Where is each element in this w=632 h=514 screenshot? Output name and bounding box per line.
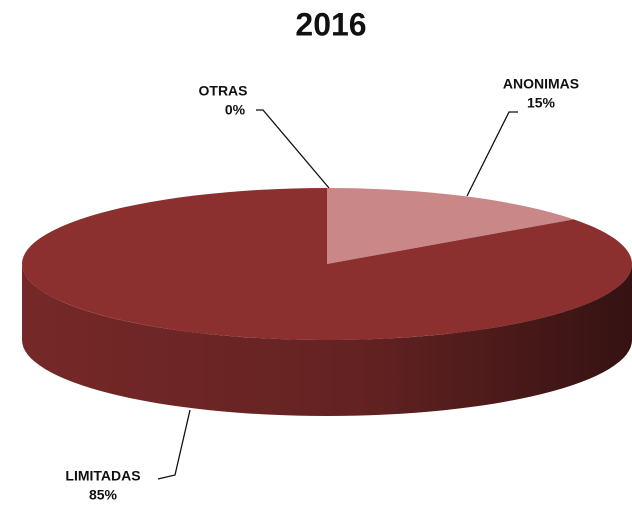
leader-line (256, 109, 330, 189)
pie-slice (22, 188, 632, 340)
category-label: LIMITADAS (65, 468, 140, 484)
category-label: OTRAS (199, 83, 248, 99)
chart-title: 2016 (295, 6, 366, 42)
leader-line (157, 409, 191, 480)
leader-line (466, 111, 518, 197)
value-label: 0% (225, 102, 246, 118)
value-label: 15% (527, 95, 556, 111)
data-labels: OTRAS 0% ANONIMAS 15% LIMITADAS 85% (65, 76, 579, 503)
value-label: 85% (89, 487, 118, 503)
category-label: ANONIMAS (503, 76, 579, 92)
pie-slice (327, 188, 574, 264)
pie (22, 188, 632, 416)
